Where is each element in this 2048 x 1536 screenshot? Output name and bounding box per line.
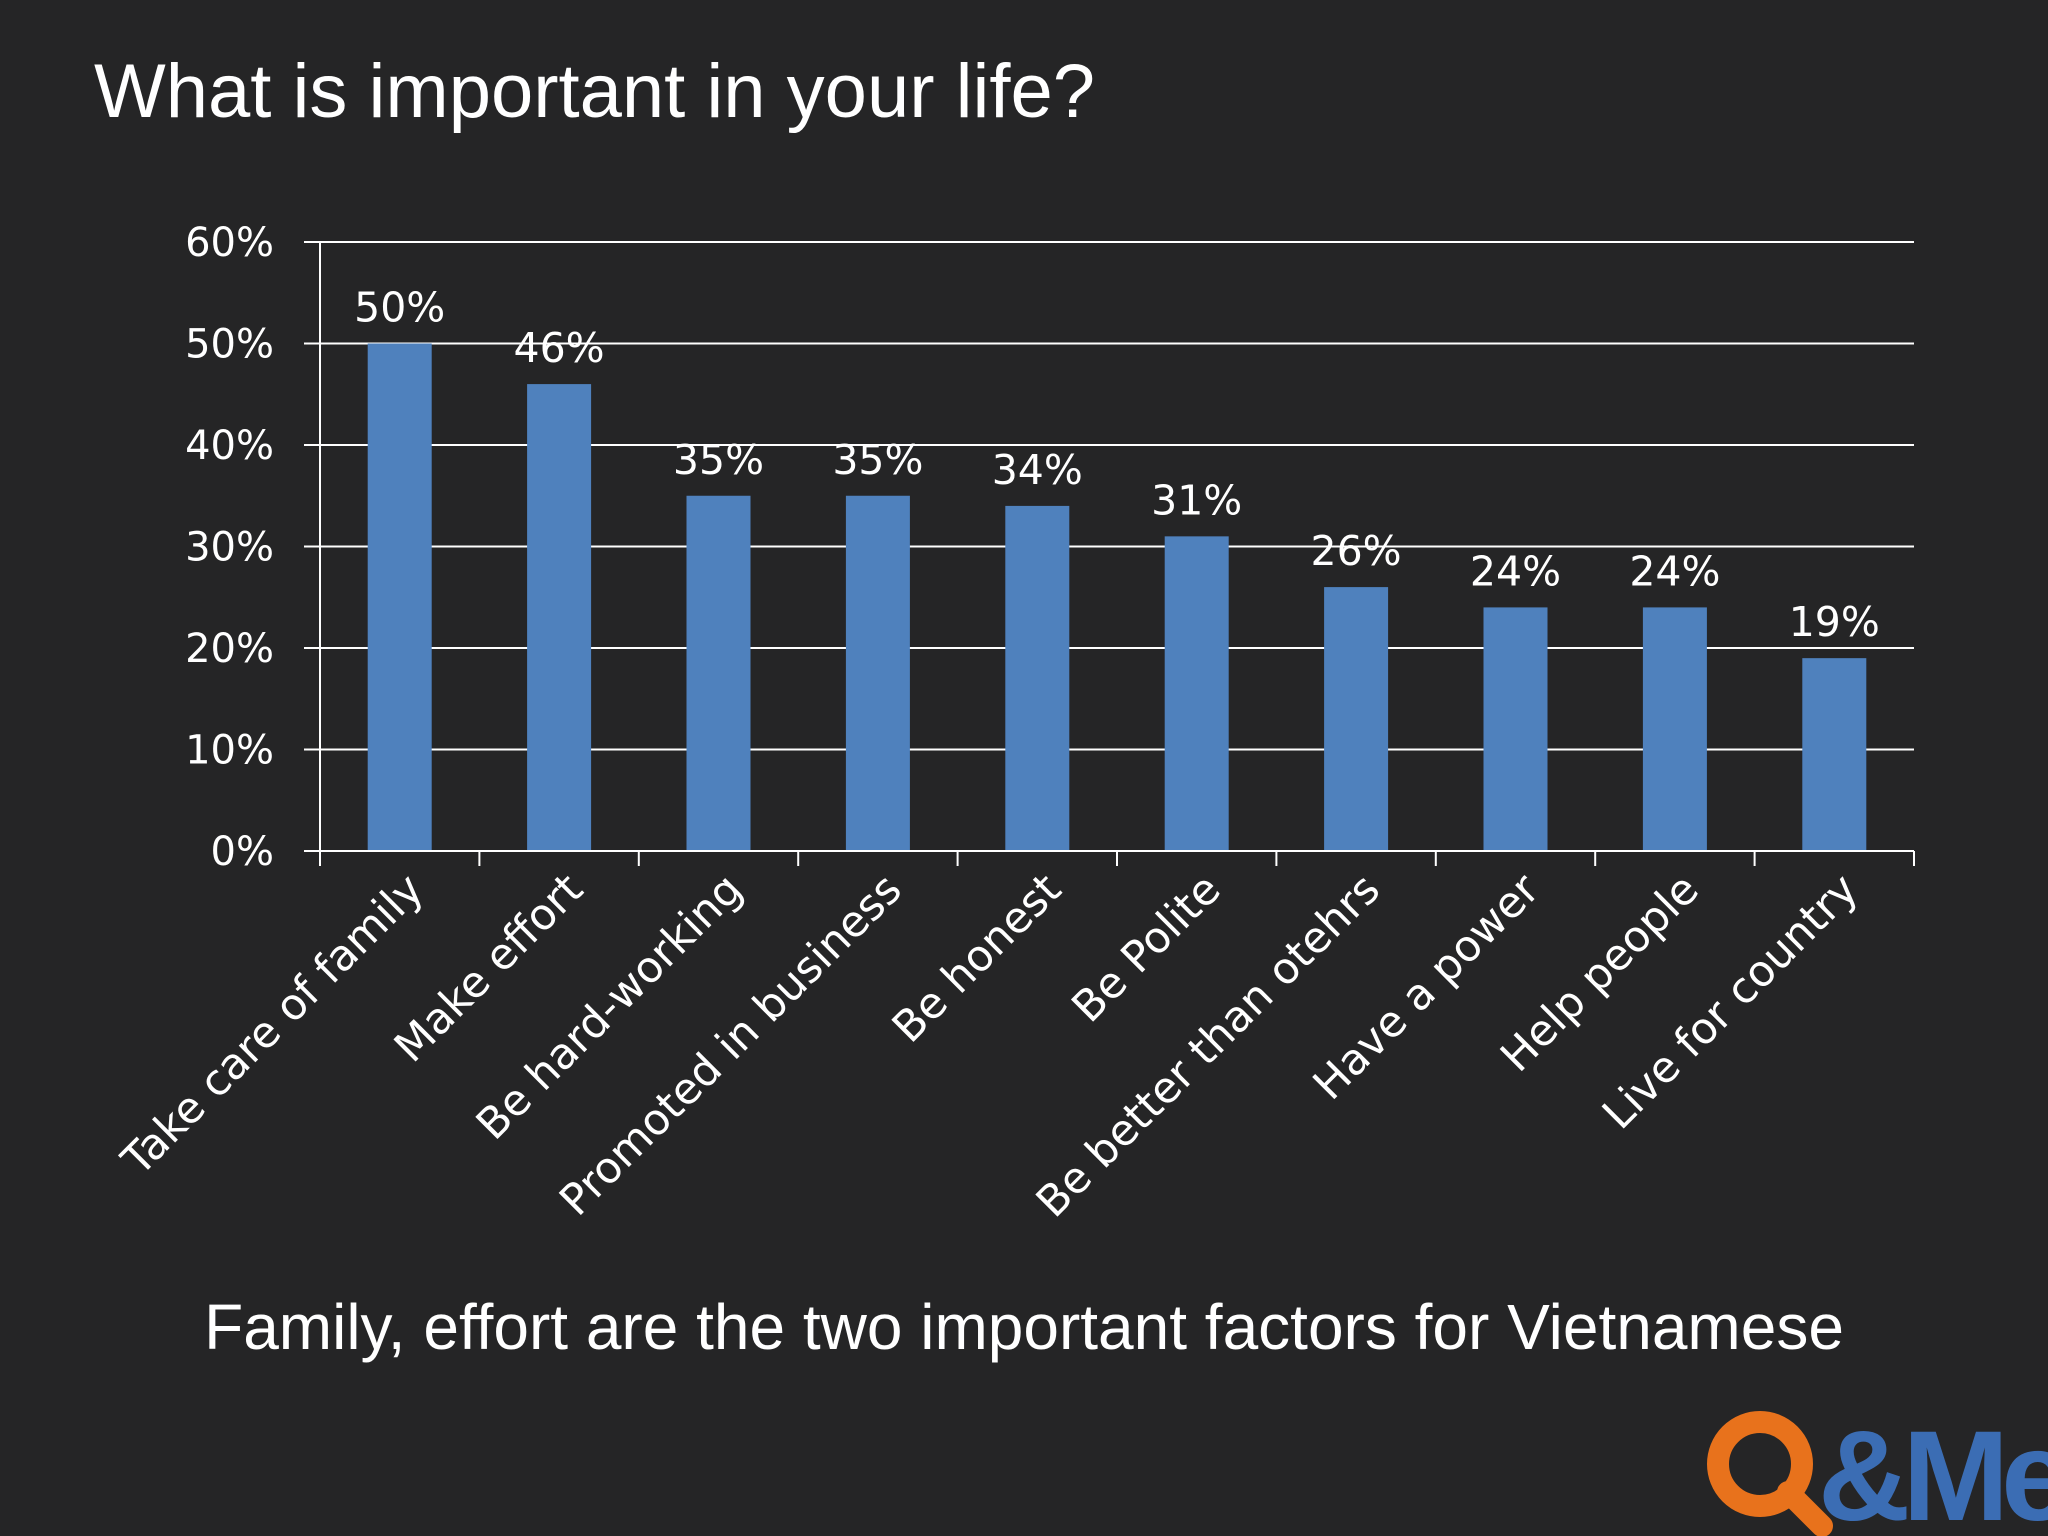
y-tick-label: 40% bbox=[185, 423, 274, 469]
y-tick-label: 60% bbox=[185, 220, 274, 266]
bar bbox=[527, 384, 592, 851]
bar bbox=[1005, 505, 1070, 851]
y-tick-label: 50% bbox=[185, 322, 274, 368]
data-label: 35% bbox=[832, 436, 923, 484]
logo-wordmark: &Me bbox=[1818, 1405, 2048, 1536]
y-tick-label: 10% bbox=[185, 728, 274, 774]
data-label: 50% bbox=[354, 284, 445, 332]
data-label: 46% bbox=[514, 324, 605, 372]
bar-chart: 0% 10% 20% 30% 40% 50% 60% 50% 46% 35% 35% 34% 31% 2… bbox=[112, 220, 1915, 1227]
category-label: Be hard-working bbox=[467, 864, 752, 1149]
y-tick-labels: 0% 10% 20% 30% 40% 50% 60% bbox=[185, 220, 274, 875]
bar bbox=[1483, 607, 1548, 851]
chart-bars bbox=[367, 343, 1867, 851]
bar bbox=[367, 343, 432, 851]
data-label: 31% bbox=[1151, 476, 1242, 524]
bar bbox=[1802, 658, 1867, 851]
y-tick-label: 20% bbox=[185, 626, 274, 672]
data-label: 34% bbox=[992, 446, 1083, 494]
category-label: Be Polite bbox=[1063, 864, 1231, 1032]
category-label: Take care of family bbox=[112, 864, 434, 1186]
bar bbox=[1642, 607, 1707, 851]
bar bbox=[845, 495, 910, 851]
magnifier-q-icon bbox=[1707, 1411, 1833, 1536]
bar bbox=[1164, 536, 1229, 851]
data-label: 24% bbox=[1470, 547, 1561, 595]
qandme-logo: &Me bbox=[1707, 1405, 2048, 1536]
category-label: Be honest bbox=[883, 864, 1071, 1052]
y-tick-label: 30% bbox=[185, 525, 274, 571]
bar bbox=[686, 495, 751, 851]
bar bbox=[1324, 587, 1389, 851]
data-labels: 50% 46% 35% 35% 34% 31% 26% 24% 24% 19% bbox=[354, 284, 1880, 647]
y-tick-label: 0% bbox=[211, 829, 274, 875]
data-label: 19% bbox=[1789, 598, 1880, 646]
data-label: 26% bbox=[1311, 527, 1402, 575]
chart-axes bbox=[304, 242, 1915, 866]
data-label: 24% bbox=[1629, 547, 1720, 595]
slide-caption: Family, effort are the two important fac… bbox=[204, 1291, 1844, 1363]
data-label: 35% bbox=[673, 436, 764, 484]
slide-title: What is important in your life? bbox=[94, 49, 1096, 134]
